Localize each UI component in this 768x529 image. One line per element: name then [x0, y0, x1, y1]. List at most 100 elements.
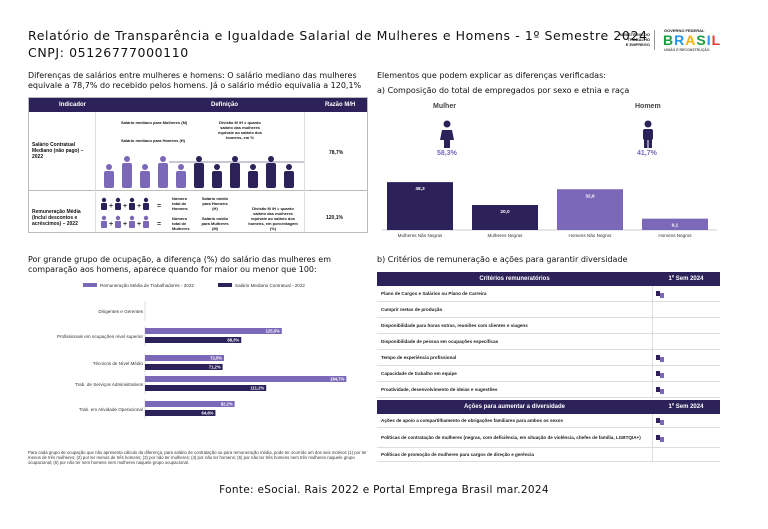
bar-value-label: 64,6%	[202, 411, 214, 416]
criteria-table: Critérios remuneratórios 1º Sem 2024 Plano…	[377, 272, 720, 472]
row-label: Políticas de promoção de mulheres para c…	[381, 452, 534, 457]
diversity-period-label: 1º Sem 2024	[668, 404, 704, 410]
men-label: Homem	[635, 103, 661, 110]
row-check-cell	[652, 318, 720, 333]
person-icon	[248, 164, 258, 188]
criteria-header: Critérios remuneratórios 1º Sem 2024	[377, 272, 720, 286]
legend-swatch	[83, 283, 97, 287]
person-icon	[158, 156, 168, 188]
criteria-row: Proatividade, desenvolvimento de ideias …	[377, 382, 720, 398]
occupation-bar	[145, 385, 267, 391]
indicator-row-1-label: Salário Contratual Mediano (não pago) – …	[32, 142, 84, 160]
gov-subtitle: UNIÃO E RECONSTRUÇÃO	[664, 48, 710, 52]
person-icon	[230, 156, 240, 188]
composition-bar	[472, 205, 538, 230]
person-icon	[143, 215, 149, 228]
row-label: Cumprir metas de produção	[381, 307, 443, 312]
bar-value-label: 38,3	[415, 186, 425, 192]
check-mark-icon	[656, 371, 664, 378]
criteria-row: Plano de Cargos e Salários ou Plano de C…	[377, 286, 720, 302]
occupation-title: Por grande grupo de ocupação, a diferenç…	[28, 255, 331, 274]
ministry-line-2: TRABALHO	[627, 37, 650, 42]
legend-swatch	[218, 283, 232, 287]
men-pct: 41,7%	[637, 150, 657, 157]
row-check-cell	[652, 414, 720, 427]
government-logo: MINISTÉRIO DO TRABALHO E EMPREGO GOVERNO…	[612, 24, 722, 54]
row-label: Políticas de contratação de mulheres (ne…	[381, 435, 641, 440]
diversity-row: Políticas de promoção de mulheres para c…	[377, 448, 720, 462]
row-label: Disponibilidade para horas extras, reuni…	[381, 323, 528, 328]
person-icon	[115, 215, 121, 228]
bar-value-label: 111,2%	[250, 386, 264, 391]
row-check-cell	[652, 382, 720, 397]
category-label: Profissionais em ocupações nível superio…	[57, 334, 144, 339]
legend-label: Salário Mediano Contratual - 2022	[235, 283, 305, 288]
bar-category-label: Homens Não Negros	[569, 233, 613, 238]
criteria-row: Disponibilidade de pessoa em ocupações e…	[377, 334, 720, 350]
row-label: Disponibilidade de pessoa em ocupações e…	[381, 339, 499, 344]
criteria-row: Capacidade de trabalho em equipe	[377, 366, 720, 382]
def-median-women: Salário mediano para Mulheres (M)	[121, 120, 188, 125]
bar-value-label: 184,7%	[330, 377, 344, 382]
ratio-row-2: 120,1%	[326, 215, 343, 221]
bar-value-label: 72,5%	[210, 356, 222, 361]
col-definicao: Definição	[211, 102, 239, 108]
def-median-men: Salário mediano para Homens (H)	[121, 138, 186, 143]
row-check-cell	[652, 448, 720, 461]
page-title: Relatório de Transparência e Igualdade S…	[28, 28, 648, 43]
bar-value-label: 32,6	[585, 193, 595, 199]
composition-subtitle: a) Composição do total de empregados por…	[377, 86, 630, 95]
women-pct: 58,3%	[437, 150, 457, 157]
criteria-row: Tempo de experiência profissional	[377, 350, 720, 366]
legend-label: Remuneração Média de Trabalhadores - 202…	[100, 283, 194, 288]
occupation-bar	[145, 328, 282, 334]
row-check-cell	[652, 286, 720, 301]
plus-sign: +	[123, 221, 127, 228]
criteria-subtitle: b) Critérios de remuneração e ações para…	[377, 255, 628, 264]
people-sum-icons: + + + = + + + =	[101, 197, 161, 228]
check-mark-icon	[656, 355, 664, 362]
salary-intro: Diferenças de salários entre mulheres e …	[28, 71, 362, 90]
man-icon	[643, 120, 653, 148]
row-label: Capacidade de trabalho em equipe	[381, 371, 457, 376]
gov-label: GOVERNO FEDERAL	[664, 28, 705, 33]
category-label: Trab. em Atividade Operacional	[79, 407, 143, 412]
brasil-wordmark: BRASIL	[663, 32, 722, 48]
plus-sign: +	[123, 203, 127, 210]
ministry-line-1: MINISTÉRIO DO	[619, 32, 650, 37]
person-icon	[143, 197, 149, 210]
person-icon	[194, 156, 204, 188]
row-check-cell	[652, 366, 720, 381]
def-division-1: Divisão M /H = quanto salário das mulher…	[217, 120, 263, 140]
people-icons-row-1	[104, 156, 304, 188]
check-mark-icon	[656, 435, 664, 442]
row-check-cell	[652, 350, 720, 365]
occupation-bar	[145, 376, 347, 382]
plus-sign: +	[109, 221, 113, 228]
bar-value-label: 71,2%	[209, 365, 221, 370]
woman-icon	[440, 120, 454, 148]
plus-sign: +	[137, 221, 141, 228]
diversity-row: Ações de apoio a compartilhamento de obr…	[377, 414, 720, 428]
person-icon	[176, 164, 186, 188]
criteria-row: Cumprir metas de produção	[377, 302, 720, 318]
indicator-table-header: Indicador Definição Razão M/H	[29, 98, 367, 112]
col-razao: Razão M/H	[325, 102, 356, 108]
criteria-row: Disponibilidade para horas extras, reuni…	[377, 318, 720, 334]
person-icon	[140, 164, 150, 188]
row-check-cell	[652, 302, 720, 317]
num-women: Número total de Mulheres	[172, 216, 190, 231]
composition-bar	[642, 218, 708, 230]
row-check-cell	[652, 428, 720, 447]
occupation-footnote: Para cada grupo de ocupação que não apre…	[28, 450, 367, 465]
avg-men: Salário médio para Homens (H)	[201, 196, 229, 211]
person-icon	[284, 164, 294, 188]
check-mark-icon	[656, 418, 664, 425]
row-check-cell	[652, 334, 720, 349]
person-icon	[266, 156, 276, 188]
col-indicador: Indicador	[59, 102, 87, 108]
bar-value-label: 82,2%	[221, 402, 233, 407]
source-footer: Fonte: eSocial. Rais 2022 e Portal Empre…	[219, 484, 549, 496]
person-icon	[101, 197, 107, 210]
composition-chart: 38,3 Mulheres Não Negras 20,0 Mulheres Negr…	[382, 182, 717, 238]
